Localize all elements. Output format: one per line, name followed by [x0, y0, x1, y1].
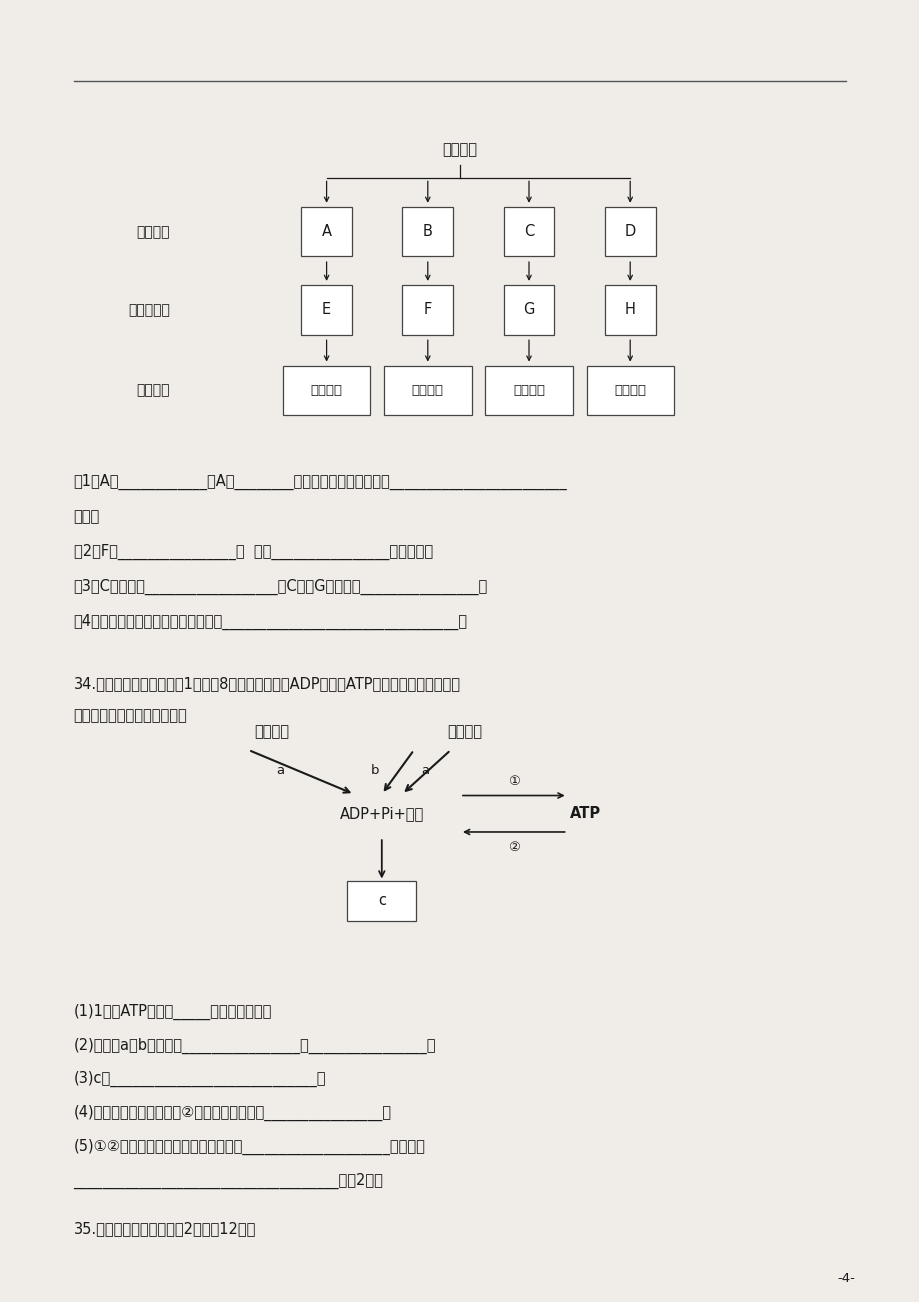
Bar — [384, 366, 471, 415]
Text: D: D — [624, 224, 635, 240]
Text: A: A — [322, 224, 331, 240]
Text: C: C — [523, 224, 534, 240]
Text: G: G — [523, 302, 534, 318]
Text: 35.（除特殊标注外，每空2分，共12分）: 35.（除特殊标注外，每空2分，共12分） — [74, 1221, 255, 1237]
Text: 遗传物质: 遗传物质 — [614, 384, 645, 397]
Text: 34.（除特殊标注外，每空1分，共8分）右图是有关ADP转化成ATP时所需能量的主要来源: 34.（除特殊标注外，每空1分，共8分）右图是有关ADP转化成ATP时所需能量的… — [74, 676, 460, 691]
Text: 有机大分子: 有机大分子 — [128, 303, 170, 316]
Text: c: c — [378, 893, 385, 909]
Text: （2）F是________________，  可用________________染液鉴定。: （2）F是________________， 可用_______________… — [74, 544, 432, 560]
Text: ADP+Pi+能量: ADP+Pi+能量 — [339, 806, 424, 822]
Text: (3)c指____________________________。: (3)c指____________________________。 — [74, 1072, 325, 1087]
Bar — [605, 207, 655, 256]
Bar — [504, 207, 553, 256]
Bar — [504, 285, 553, 335]
Bar — [301, 285, 351, 335]
Bar — [605, 285, 655, 335]
Text: 示意图，据图回答下列问题：: 示意图，据图回答下列问题： — [74, 708, 187, 724]
Text: ____________________________________。（2分）: ____________________________________。（2分… — [74, 1173, 383, 1189]
Text: (2)图中的a、b分别代表________________、________________。: (2)图中的a、b分别代表________________、__________… — [74, 1038, 436, 1053]
Text: （3）C的通式是__________________，C形成G的反应叫________________。: （3）C的通式是__________________，C形成G的反应叫_____… — [74, 579, 487, 595]
Text: E: E — [322, 302, 331, 318]
Bar — [347, 881, 416, 921]
Text: 沉淀。: 沉淀。 — [74, 509, 100, 525]
Text: （4）四大有机物都含有的化学元素是________________________________。: （4）四大有机物都含有的化学元素是_______________________… — [74, 615, 467, 630]
Text: ②: ② — [507, 841, 519, 854]
Text: 储能物质: 储能物质 — [412, 384, 443, 397]
Text: (5)①②反应进行时所需要的酶一样吗？____________________为什么？: (5)①②反应进行时所需要的酶一样吗？____________________为… — [74, 1139, 425, 1155]
Text: 化学元素: 化学元素 — [442, 142, 477, 158]
Text: 基本单位: 基本单位 — [137, 225, 170, 238]
Text: b: b — [370, 764, 380, 777]
Text: B: B — [423, 224, 432, 240]
Text: 动物和人: 动物和人 — [254, 724, 289, 740]
Bar — [283, 366, 369, 415]
Text: (4)在动物肌细胞中，进行②反应时，能量来自________________。: (4)在动物肌细胞中，进行②反应时，能量来自________________。 — [74, 1105, 391, 1121]
Text: -4-: -4- — [836, 1272, 855, 1285]
Text: H: H — [624, 302, 635, 318]
Bar — [485, 366, 572, 415]
Bar — [301, 207, 351, 256]
Text: (1)1分子ATP中含有_____个高能磷酸键。: (1)1分子ATP中含有_____个高能磷酸键。 — [74, 1004, 272, 1019]
Bar — [403, 285, 452, 335]
Text: 主要功能: 主要功能 — [137, 384, 170, 397]
Bar — [586, 366, 674, 415]
Bar — [403, 207, 452, 256]
Text: ①: ① — [507, 775, 519, 788]
Text: a: a — [421, 764, 428, 777]
Text: ATP: ATP — [570, 806, 601, 822]
Text: （1）A是____________。A与________试剂发生作用，可以生成________________________: （1）A是____________。A与________试剂发生作用，可以生成_… — [74, 474, 567, 490]
Text: 绿色植物: 绿色植物 — [447, 724, 482, 740]
Text: F: F — [424, 302, 431, 318]
Text: a: a — [277, 764, 284, 777]
Text: 能源物质: 能源物质 — [311, 384, 342, 397]
Text: 结构物质: 结构物质 — [513, 384, 544, 397]
